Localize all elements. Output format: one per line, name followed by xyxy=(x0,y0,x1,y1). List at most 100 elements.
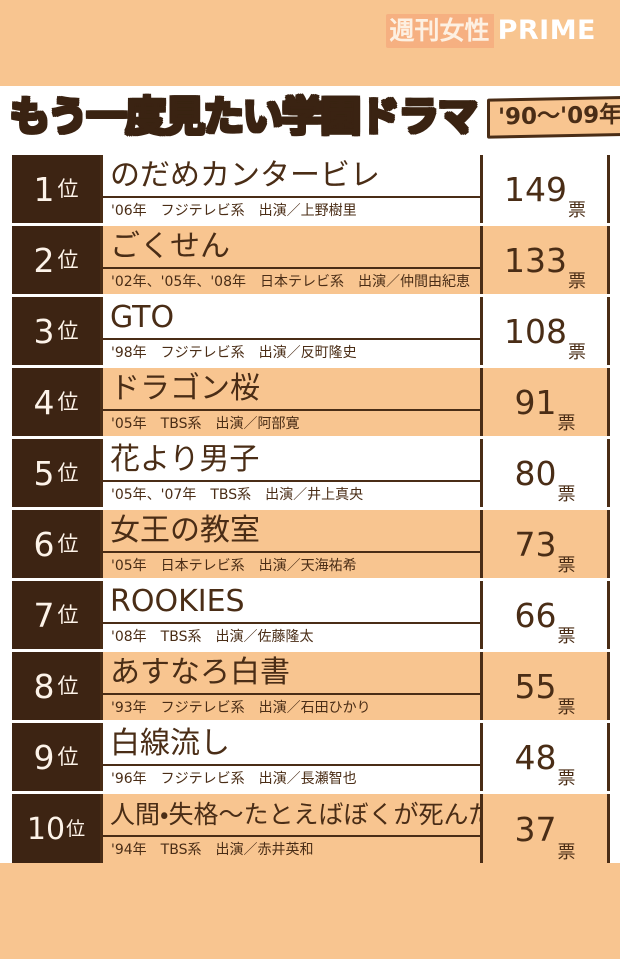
drama-meta-line: '08年 TBS系 出演／佐藤隆太 xyxy=(103,624,480,649)
drama-title: ドラゴン桜 xyxy=(110,370,260,406)
drama-title-line: 女王の教室 xyxy=(103,510,480,553)
votes-unit-label: 票 xyxy=(557,484,576,505)
drama-title: ごくせん xyxy=(110,228,230,264)
table-row: 7 位 ROOKIES '08年 TBS系 出演／佐藤隆太 66 票 xyxy=(12,581,610,652)
drama-title-line: 花より男子 xyxy=(103,439,480,482)
rank-unit-label: 位 xyxy=(57,247,79,272)
drama-title-line: ごくせん xyxy=(103,226,480,269)
publication-logo-jp: 週刊女性 xyxy=(385,14,494,48)
rank-unit-label: 位 xyxy=(57,389,79,414)
publication-logo-en: PRIME xyxy=(493,14,602,48)
drama-meta-line: '02年、'05年、'08年 日本テレビ系 出演／仲間由紀恵 xyxy=(103,269,480,294)
votes-cell: 73 票 xyxy=(483,510,610,578)
drama-meta: '96年 フジテレビ系 出演／長瀬智也 xyxy=(111,770,357,787)
votes-cell: 80 票 xyxy=(483,439,610,507)
drama-meta-line: '05年 日本テレビ系 出演／天海祐希 xyxy=(103,553,480,578)
drama-meta-line: '93年 フジテレビ系 出演／石田ひかり xyxy=(103,695,480,720)
drama-title: のだめカンタービレ xyxy=(110,157,380,193)
drama-title: GTO xyxy=(110,299,175,335)
drama-title-line: ドラゴン桜 xyxy=(103,368,480,411)
rank-number: 1 xyxy=(33,169,55,209)
publication-logo: 週刊女性 PRIME xyxy=(385,14,602,48)
votes-cell: 149 票 xyxy=(483,155,610,223)
votes-number: 73 xyxy=(514,524,557,564)
votes-number: 37 xyxy=(514,810,557,849)
drama-title-line: 白線流し xyxy=(103,723,480,766)
votes-number: 66 xyxy=(514,595,557,635)
headline: もう一度見たい学園ドラマ '90〜'09年編 xyxy=(0,86,620,148)
rank-unit-label: 位 xyxy=(57,744,79,769)
top-banner: 週刊女性 PRIME xyxy=(0,0,620,86)
drama-info-cell: 白線流し '96年 フジテレビ系 出演／長瀬智也 xyxy=(100,723,483,791)
drama-meta: '98年 フジテレビ系 出演／反町隆史 xyxy=(111,344,357,361)
drama-meta: '05年、'07年 TBS系 出演／井上真央 xyxy=(111,486,364,503)
drama-info-cell: 女王の教室 '05年 日本テレビ系 出演／天海祐希 xyxy=(100,510,483,578)
table-row: 9 位白線流し '96年 フジテレビ系 出演／長瀬智也 48 票 xyxy=(12,723,610,794)
table-row: 6 位女王の教室 '05年 日本テレビ系 出演／天海祐希 73 票 xyxy=(12,510,610,581)
votes-unit-label: 票 xyxy=(557,697,576,718)
table-row: 5 位花より男子 '05年、'07年 TBS系 出演／井上真央 80 票 xyxy=(12,439,610,510)
drama-title: ROOKIES xyxy=(110,583,245,619)
drama-title-line: GTO xyxy=(103,297,480,340)
rank-number: 6 xyxy=(33,524,55,564)
rank-number: 3 xyxy=(33,311,55,351)
votes-unit-label: 票 xyxy=(557,842,576,863)
table-row: 8 位あすなろ白書 '93年 フジテレビ系 出演／石田ひかり 55 票 xyxy=(12,652,610,723)
drama-meta-line: '05年 TBS系 出演／阿部寛 xyxy=(103,411,480,436)
votes-unit-label: 票 xyxy=(557,555,576,576)
rank-number: 7 xyxy=(33,595,55,635)
drama-title: あすなろ白書 xyxy=(110,654,290,690)
table-row: 2 位ごくせん '02年、'05年、'08年 日本テレビ系 出演／仲間由紀恵 133 票 xyxy=(12,226,610,297)
page-title: もう一度見たい学園ドラマ xyxy=(9,94,479,140)
votes-number: 55 xyxy=(514,666,557,706)
bottom-banner xyxy=(0,863,620,959)
rank-number: 5 xyxy=(33,453,55,493)
drama-title: 白線流し xyxy=(110,725,230,761)
rank-number: 10 xyxy=(26,811,66,847)
votes-unit-label: 票 xyxy=(568,271,586,292)
votes-unit-label: 票 xyxy=(568,342,586,363)
votes-number: 133 xyxy=(504,240,567,280)
drama-meta: '94年 TBS系 出演／赤井英和 xyxy=(111,841,314,858)
drama-meta-line: '94年 TBS系 出演／赤井英和 xyxy=(103,837,480,862)
votes-number: 108 xyxy=(504,311,567,351)
drama-title-line: ROOKIES xyxy=(103,581,480,624)
rank-number: 2 xyxy=(33,240,55,280)
drama-title-line: のだめカンタービレ xyxy=(103,155,480,198)
votes-number: 91 xyxy=(514,382,557,422)
era-badge: '90〜'09年編 xyxy=(486,95,620,139)
rank-unit-label: 位 xyxy=(57,531,79,556)
votes-cell: 37 票 xyxy=(483,794,610,865)
votes-unit-label: 票 xyxy=(557,413,576,434)
votes-number: 80 xyxy=(514,453,557,493)
drama-meta: '06年 フジテレビ系 出演／上野樹里 xyxy=(111,202,357,219)
table-row: 1 位のだめカンタービレ '06年 フジテレビ系 出演／上野樹里 149 票 xyxy=(12,155,610,226)
drama-title: 人間・失格〜たとえばぼくが死んだら xyxy=(110,800,480,829)
rank-unit-label: 位 xyxy=(57,176,79,201)
rank-number: 9 xyxy=(33,737,55,777)
drama-meta: '93年 フジテレビ系 出演／石田ひかり xyxy=(111,699,371,716)
drama-info-cell: ROOKIES '08年 TBS系 出演／佐藤隆太 xyxy=(100,581,483,649)
votes-cell: 91 票 xyxy=(483,368,610,436)
drama-info-cell: ドラゴン桜 '05年 TBS系 出演／阿部寛 xyxy=(100,368,483,436)
table-row: 3 位 GTO '98年 フジテレビ系 出演／反町隆史 108 票 xyxy=(12,297,610,368)
votes-number: 48 xyxy=(514,737,557,777)
drama-title: 花より男子 xyxy=(110,441,260,477)
votes-cell: 133 票 xyxy=(483,226,610,294)
rank-unit-label: 位 xyxy=(57,318,79,343)
ranking-table: 1 位のだめカンタービレ '06年 フジテレビ系 出演／上野樹里 149 票 2 位ごくせん… xyxy=(12,152,610,865)
drama-meta: '08年 TBS系 出演／佐藤隆太 xyxy=(111,628,314,645)
votes-unit-label: 票 xyxy=(557,626,576,647)
table-row: 10 位人間・失格〜たとえばぼくが死んだら '94年 TBS系 出演／赤井英和 37 票 xyxy=(12,794,610,865)
votes-unit-label: 票 xyxy=(568,200,586,221)
rank-number: 8 xyxy=(33,666,55,706)
